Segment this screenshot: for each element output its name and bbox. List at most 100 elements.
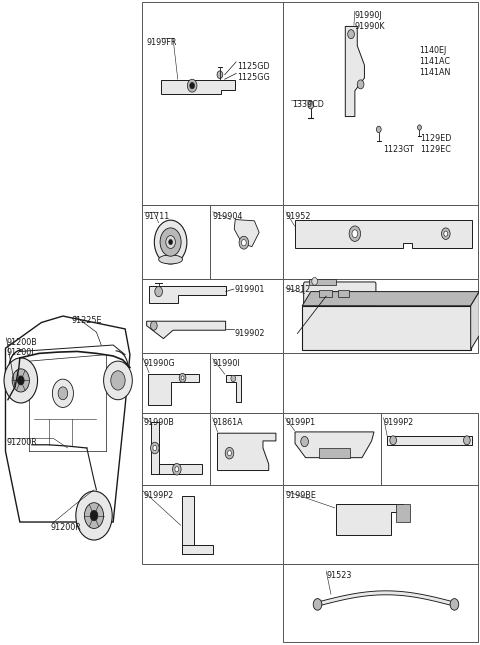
Circle shape bbox=[166, 235, 175, 248]
Text: 1141AC: 1141AC bbox=[420, 57, 450, 66]
Polygon shape bbox=[226, 375, 241, 402]
Text: 9199FR: 9199FR bbox=[147, 38, 177, 47]
Text: 91225E: 91225E bbox=[72, 316, 102, 325]
Text: 919901: 919901 bbox=[234, 285, 264, 294]
Text: 91200L: 91200L bbox=[6, 348, 36, 357]
Bar bbox=[283, 2, 479, 205]
Circle shape bbox=[187, 79, 197, 92]
Text: 1125GD: 1125GD bbox=[237, 62, 270, 71]
Bar bbox=[152, 422, 158, 473]
Text: 9199P2: 9199P2 bbox=[384, 418, 414, 427]
Bar bbox=[396, 504, 410, 522]
Text: 91990J: 91990J bbox=[355, 11, 383, 20]
Circle shape bbox=[4, 358, 37, 403]
Text: 9199P1: 9199P1 bbox=[286, 418, 315, 427]
Circle shape bbox=[17, 376, 24, 385]
Bar bbox=[381, 413, 479, 484]
Text: 91812: 91812 bbox=[286, 285, 311, 294]
Bar bbox=[142, 353, 210, 413]
Bar bbox=[142, 484, 283, 564]
Circle shape bbox=[228, 451, 231, 456]
Bar bbox=[283, 484, 479, 564]
Text: 1123GT: 1123GT bbox=[384, 145, 414, 154]
Polygon shape bbox=[295, 432, 374, 458]
Text: 9199P2: 9199P2 bbox=[144, 491, 174, 500]
Text: 91861A: 91861A bbox=[213, 418, 243, 427]
Polygon shape bbox=[147, 321, 226, 339]
Text: 919904: 919904 bbox=[213, 212, 243, 221]
Circle shape bbox=[90, 510, 98, 521]
Text: 91990I: 91990I bbox=[213, 359, 240, 368]
Circle shape bbox=[151, 442, 159, 454]
Text: 1129EC: 1129EC bbox=[420, 145, 451, 154]
Bar bbox=[302, 306, 471, 350]
Circle shape bbox=[301, 437, 309, 447]
Text: 1125GG: 1125GG bbox=[237, 74, 270, 83]
Circle shape bbox=[175, 467, 179, 472]
Circle shape bbox=[241, 239, 246, 246]
Circle shape bbox=[450, 599, 459, 610]
Circle shape bbox=[313, 599, 322, 610]
Polygon shape bbox=[234, 219, 259, 246]
Bar bbox=[142, 413, 210, 484]
Text: 91952: 91952 bbox=[286, 212, 312, 221]
Polygon shape bbox=[217, 433, 276, 471]
Bar bbox=[210, 205, 283, 279]
Bar bbox=[142, 205, 210, 279]
Circle shape bbox=[231, 375, 236, 382]
Circle shape bbox=[190, 83, 194, 89]
Circle shape bbox=[217, 71, 223, 79]
Text: 1141AN: 1141AN bbox=[420, 68, 451, 77]
Text: 9199BE: 9199BE bbox=[286, 491, 317, 500]
Polygon shape bbox=[149, 286, 226, 303]
Text: 91990G: 91990G bbox=[144, 359, 175, 368]
Bar bbox=[142, 279, 283, 353]
Circle shape bbox=[239, 236, 249, 249]
Circle shape bbox=[390, 436, 396, 445]
Polygon shape bbox=[161, 80, 235, 94]
Circle shape bbox=[151, 321, 157, 330]
Text: 91990B: 91990B bbox=[144, 418, 174, 427]
Bar bbox=[181, 545, 213, 554]
Polygon shape bbox=[471, 292, 480, 350]
Text: 91200R: 91200R bbox=[6, 439, 37, 448]
Circle shape bbox=[160, 228, 181, 256]
Bar bbox=[210, 353, 283, 413]
FancyBboxPatch shape bbox=[304, 282, 376, 305]
Bar bbox=[319, 448, 350, 458]
Circle shape bbox=[464, 436, 470, 445]
Circle shape bbox=[348, 30, 354, 39]
Text: 91990K: 91990K bbox=[355, 22, 385, 31]
Circle shape bbox=[352, 230, 358, 237]
Bar bbox=[142, 2, 283, 205]
Circle shape bbox=[376, 126, 381, 133]
Text: 1339CD: 1339CD bbox=[292, 101, 324, 110]
Bar bbox=[319, 290, 332, 297]
Circle shape bbox=[52, 379, 73, 408]
Circle shape bbox=[442, 228, 450, 239]
Bar bbox=[152, 464, 202, 473]
Circle shape bbox=[308, 101, 314, 109]
Text: 919902: 919902 bbox=[234, 329, 265, 338]
Ellipse shape bbox=[158, 255, 182, 264]
Circle shape bbox=[12, 369, 29, 392]
Bar bbox=[283, 413, 381, 484]
Text: 91200B: 91200B bbox=[6, 338, 37, 347]
Circle shape bbox=[104, 361, 132, 400]
Bar bbox=[310, 279, 336, 285]
Text: 91711: 91711 bbox=[144, 212, 169, 221]
Circle shape bbox=[225, 448, 234, 459]
Text: 1129ED: 1129ED bbox=[420, 134, 452, 143]
Bar bbox=[283, 205, 479, 279]
Circle shape bbox=[349, 226, 360, 241]
Polygon shape bbox=[336, 504, 403, 535]
Bar bbox=[283, 279, 479, 353]
Circle shape bbox=[111, 371, 125, 390]
Bar bbox=[387, 436, 472, 445]
Circle shape bbox=[155, 220, 187, 264]
Circle shape bbox=[418, 125, 421, 130]
Text: 1140EJ: 1140EJ bbox=[420, 46, 447, 55]
Bar bbox=[338, 290, 348, 297]
Bar bbox=[181, 496, 193, 554]
Circle shape bbox=[153, 446, 157, 451]
